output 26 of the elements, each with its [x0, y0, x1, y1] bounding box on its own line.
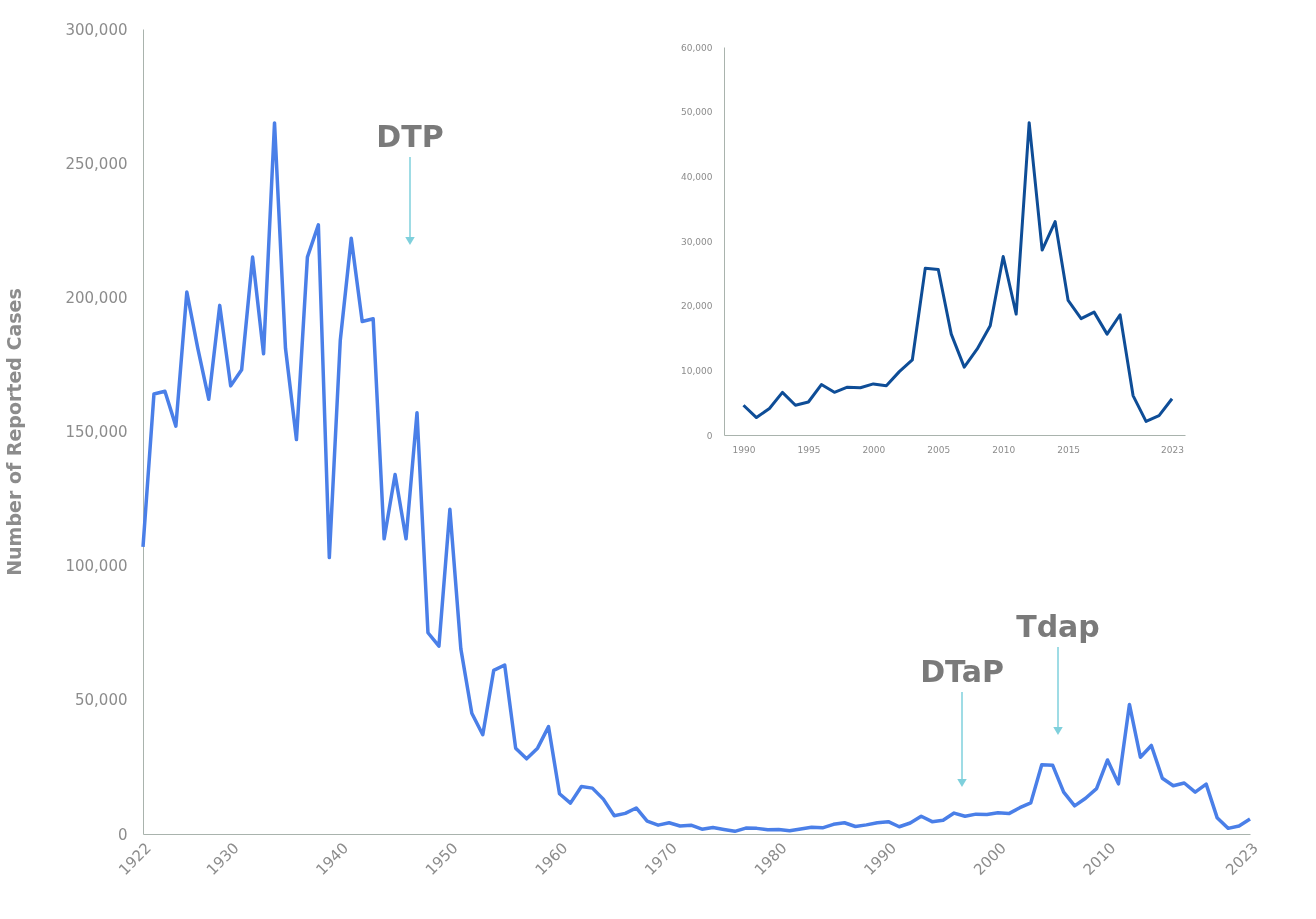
y-tick-label: 20,000: [681, 301, 713, 312]
x-tick-label: 2010: [992, 444, 1016, 455]
x-tick-label: 2023: [1161, 444, 1184, 455]
y-tick-label: 40,000: [681, 171, 713, 182]
y-tick-label: 100,000: [65, 557, 128, 576]
line-series: [741, 121, 1174, 423]
x-tick-label: 2015: [1057, 444, 1081, 455]
x-tick-label: 1995: [797, 444, 821, 455]
annotation: Tdap: [1016, 609, 1100, 644]
y-tick-label: 150,000: [65, 423, 128, 441]
y-tick-label: 0: [706, 430, 713, 441]
y-tick-label: 50,000: [75, 691, 128, 710]
y-tick-label: 50,000: [681, 107, 713, 118]
x-tick-label: 1990: [732, 444, 756, 455]
y-tick-label: 30,000: [681, 236, 713, 247]
y-tick-label: 60,000: [681, 42, 713, 53]
x-tick-label: 2000: [862, 444, 886, 455]
annotation: DTP: [376, 119, 444, 154]
y-tick-label: 250,000: [65, 154, 128, 173]
y-tick-label: 200,000: [65, 288, 128, 307]
y-tick-label: 300,000: [65, 20, 128, 39]
annotation: DTaP: [920, 654, 1004, 689]
y-tick-label: 0: [117, 825, 128, 844]
y-tick-label: 10,000: [681, 365, 713, 376]
y-axis-title: Number of Reported Cases: [3, 288, 26, 576]
x-tick-label: 2005: [927, 444, 951, 455]
